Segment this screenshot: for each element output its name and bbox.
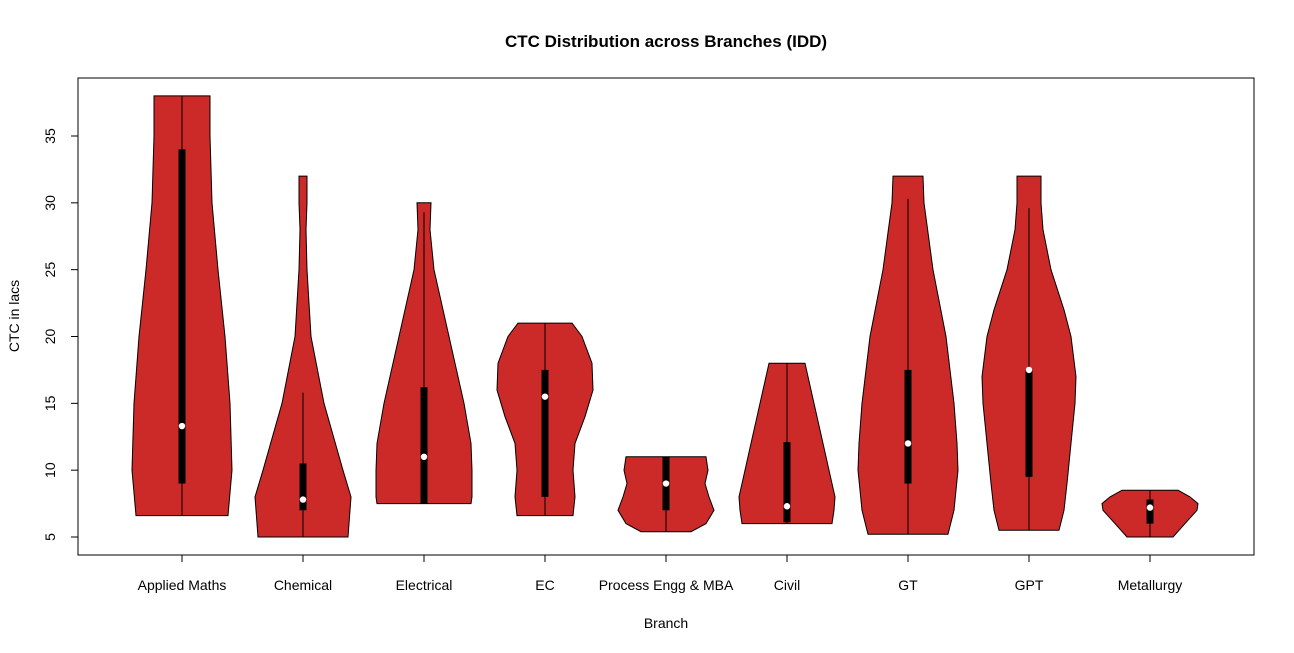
y-tick-label: 30 [42,195,58,211]
violin-box [1025,369,1033,477]
x-tick-label: EC [535,577,554,593]
violin-median [420,453,428,460]
violin-box [783,442,791,523]
violin-median [904,440,912,447]
y-tick-label: 35 [42,128,58,144]
violin-box [1146,499,1154,524]
y-tick-label: 5 [42,533,58,541]
x-tick-label: Applied Maths [138,577,227,593]
chart-title: CTC Distribution across Branches (IDD) [505,32,827,51]
x-tick-label: Electrical [396,577,453,593]
y-tick-label: 20 [42,329,58,345]
y-tick-label: 25 [42,262,58,278]
violin-box [904,369,912,484]
violin-body [254,175,352,538]
x-tick-label: GPT [1015,577,1044,593]
x-axis-label: Branch [644,615,688,631]
y-tick-label: 10 [42,462,58,478]
violin-box [541,369,549,497]
y-axis-label: CTC in lacs [6,280,22,352]
violin-median [662,480,670,487]
x-tick-label: Civil [774,577,800,593]
violin-median [541,393,549,400]
x-tick-label: GT [898,577,918,593]
violin-median [178,422,186,430]
violin-median [299,496,307,503]
x-tick-label: Chemical [274,577,332,593]
violin-median [1146,504,1154,511]
x-tick-label: Process Engg & MBA [599,577,734,593]
x-tick-label: Metallurgy [1118,577,1183,593]
violin-box [178,149,186,484]
violin-median [1025,366,1033,374]
y-tick-label: 15 [42,395,58,411]
violin-box [420,387,428,504]
violin-median [783,503,791,510]
violin-box [299,463,307,511]
